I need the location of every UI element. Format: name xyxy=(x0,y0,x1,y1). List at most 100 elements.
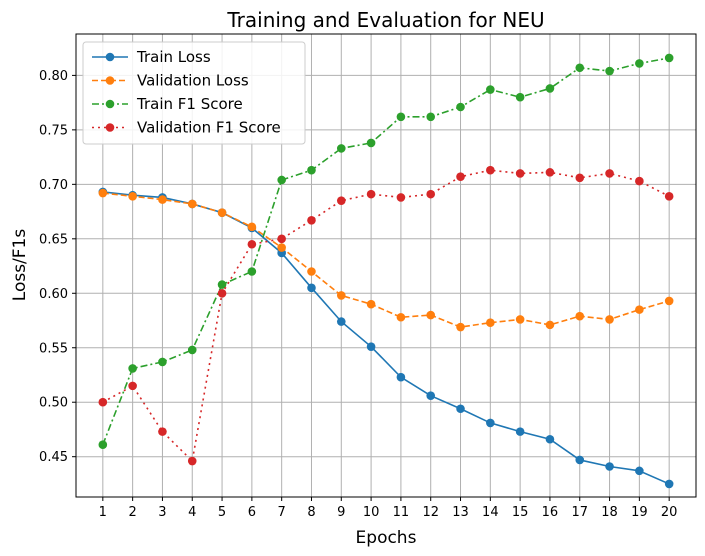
y-tick-label: 0.50 xyxy=(39,396,68,411)
y-tick-label: 0.60 xyxy=(39,287,68,302)
data-point xyxy=(366,299,376,309)
x-tick-label: 12 xyxy=(422,505,439,520)
data-point xyxy=(515,92,525,102)
data-point xyxy=(307,283,316,293)
data-point xyxy=(336,291,346,300)
data-point xyxy=(575,455,585,465)
data-point xyxy=(158,357,167,367)
data-point xyxy=(426,112,436,122)
data-point xyxy=(575,311,585,321)
data-point xyxy=(217,288,227,298)
data-point xyxy=(187,345,197,355)
data-point xyxy=(217,280,227,289)
data-point xyxy=(98,188,108,198)
data-point xyxy=(396,193,406,202)
data-point xyxy=(396,112,406,122)
data-point xyxy=(664,192,674,201)
legend-marker xyxy=(105,76,115,85)
x-tick-label: 17 xyxy=(571,505,588,520)
data-point xyxy=(366,138,376,148)
y-tick-label: 0.75 xyxy=(39,123,68,138)
data-point xyxy=(486,318,495,327)
data-point xyxy=(664,296,674,306)
data-point xyxy=(605,315,614,324)
x-tick-label: 16 xyxy=(542,505,559,520)
data-point xyxy=(456,404,465,414)
x-tick-label: 5 xyxy=(218,505,226,520)
legend-marker xyxy=(105,99,115,109)
x-tick-label: 9 xyxy=(337,505,345,520)
data-point xyxy=(277,175,286,185)
data-point xyxy=(98,397,108,407)
series-validation-f1-score xyxy=(98,165,674,466)
data-point xyxy=(515,169,525,178)
data-point xyxy=(307,165,316,175)
data-point xyxy=(426,189,436,199)
x-tick-label: 8 xyxy=(307,505,315,520)
legend-box xyxy=(82,41,306,145)
legend-label: Validation Loss xyxy=(137,72,249,90)
series-train-f1-score xyxy=(98,53,674,450)
x-tick-label: 10 xyxy=(363,505,380,520)
data-point xyxy=(664,479,674,489)
data-point xyxy=(605,169,614,178)
data-point xyxy=(635,59,644,68)
data-point xyxy=(605,462,614,471)
legend-label: Train Loss xyxy=(136,48,211,66)
data-point xyxy=(336,196,346,205)
series-layer xyxy=(98,53,674,489)
legend-item: Validation F1 Score xyxy=(92,119,281,137)
data-point xyxy=(635,176,644,186)
x-tick-label: 4 xyxy=(188,505,196,520)
plot-frame xyxy=(75,33,697,498)
data-point xyxy=(336,317,346,326)
data-point xyxy=(664,53,674,63)
x-tick-label: 6 xyxy=(248,505,256,520)
data-point xyxy=(575,63,585,73)
data-point xyxy=(426,310,436,320)
x-tick-label: 1 xyxy=(99,505,107,520)
data-point xyxy=(456,172,465,182)
y-tick-label: 0.65 xyxy=(39,232,68,247)
data-point xyxy=(187,456,197,466)
data-point xyxy=(158,427,167,436)
data-point xyxy=(366,342,376,351)
data-point xyxy=(217,208,227,217)
legend-marker xyxy=(105,52,115,62)
data-point xyxy=(128,364,137,373)
x-tick-label: 3 xyxy=(158,505,166,520)
y-axis-label: Loss/F1s xyxy=(10,229,30,302)
x-tick-label: 15 xyxy=(512,505,529,520)
data-point xyxy=(247,267,257,276)
legend-item: Train Loss xyxy=(92,48,211,66)
data-point xyxy=(396,312,406,322)
data-point xyxy=(158,195,167,204)
data-point xyxy=(336,144,346,153)
x-tick-label: 13 xyxy=(452,505,469,520)
data-point xyxy=(515,315,525,324)
y-tick-label: 0.55 xyxy=(39,341,68,356)
data-point xyxy=(605,66,614,76)
data-point xyxy=(187,199,197,209)
data-point xyxy=(545,434,555,444)
data-point xyxy=(635,305,644,314)
data-point xyxy=(456,102,465,112)
legend: Train Loss Validation Loss Train F1 Score V… xyxy=(82,41,306,145)
data-point xyxy=(635,466,644,476)
legend-label: Train F1 Score xyxy=(136,95,243,113)
data-point xyxy=(486,85,495,94)
data-point xyxy=(277,243,286,252)
data-point xyxy=(396,372,406,382)
x-tick-label: 14 xyxy=(482,505,499,520)
x-tick-label: 11 xyxy=(393,505,410,520)
x-tick-label: 2 xyxy=(128,505,136,520)
y-tick-label: 0.80 xyxy=(39,69,68,84)
series-line xyxy=(102,169,670,463)
ticks: 1 2 3 4 5 6 7 8 9 10 11 12 13 14 15 16 17 18 19 200.450.500… xyxy=(39,69,677,520)
y-tick-label: 0.70 xyxy=(39,178,68,193)
data-point xyxy=(486,418,495,428)
y-tick-label: 0.45 xyxy=(39,450,68,465)
data-point xyxy=(575,173,585,183)
legend-item: Train F1 Score xyxy=(92,95,243,113)
